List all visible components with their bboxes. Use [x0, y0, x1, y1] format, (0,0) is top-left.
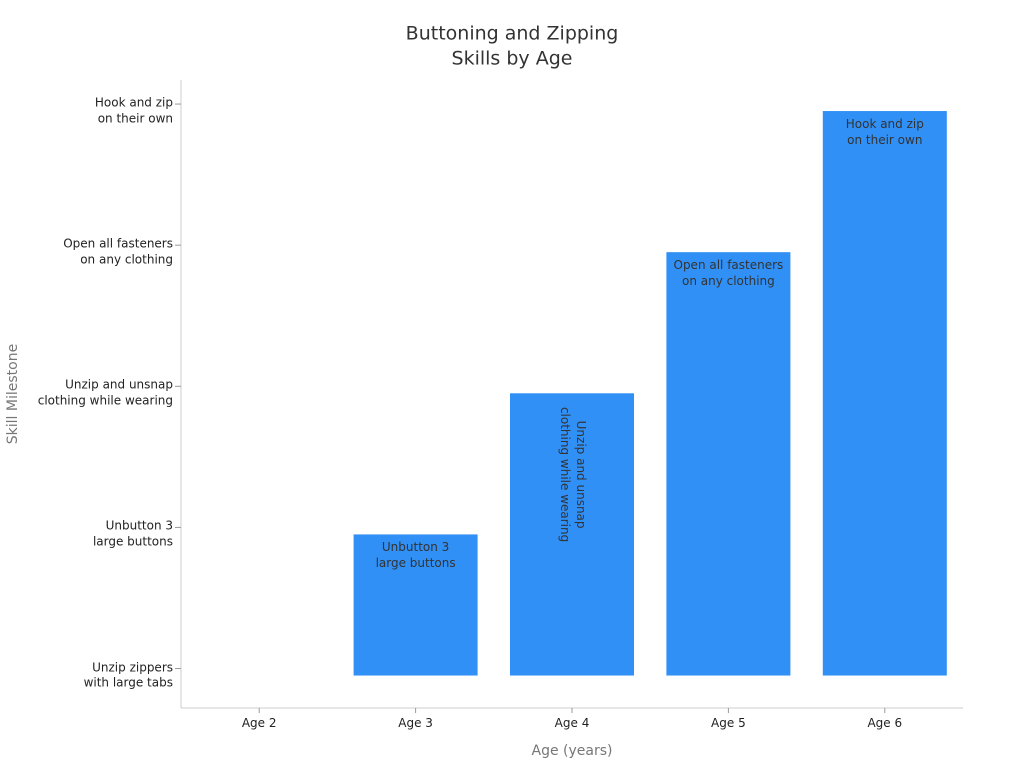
x-tick-label: Age 4 — [554, 716, 590, 731]
y-tick-label: Unzip zippers with large tabs — [83, 659, 173, 690]
value-label: Unbutton 3 large buttons — [375, 540, 456, 570]
x-tick-label: Age 5 — [711, 716, 746, 731]
y-tick-label: Hook and zip on their own — [94, 95, 173, 126]
bar — [666, 252, 791, 676]
x-tick-label: Age 3 — [398, 716, 433, 731]
value-label: Unzip and unsnap clothing while wearing — [558, 407, 588, 543]
y-tick-label: Unzip and unsnap clothing while wearing — [37, 377, 173, 408]
value-label: Hook and zip on their own — [845, 117, 924, 147]
x-tick-label: Age 2 — [241, 716, 277, 731]
x-tick-label: Age 6 — [867, 716, 903, 731]
bar — [510, 393, 634, 676]
chart-title: Buttoning and Zipping Skills by Age — [405, 22, 619, 69]
y-tick-label: Unbutton 3 large buttons — [92, 518, 173, 549]
y-axis-label: Skill Milestone — [4, 343, 21, 445]
x-axis-label: Age (years) — [531, 742, 613, 759]
bar — [822, 111, 947, 676]
y-tick-label: Open all fasteners on any clothing — [63, 236, 173, 267]
value-label: Open all fasteners on any clothing — [673, 258, 784, 288]
bar — [353, 534, 478, 676]
